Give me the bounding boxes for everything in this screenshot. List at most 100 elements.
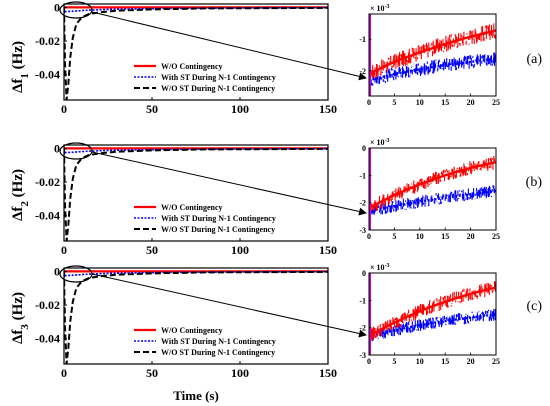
panel-a-ytick-label: -0.04: [35, 68, 60, 82]
panel-b-zoom-arrow: [91, 151, 367, 216]
inset-b-ytick-label: -3: [359, 226, 366, 235]
inset-a-xtick-label: 20: [467, 98, 475, 107]
inset-a-line-with-st: [369, 57, 496, 82]
panel-b-axes-frame: [63, 144, 329, 242]
panel-b-xtick-label: 100: [231, 243, 249, 257]
panel-b-line-wo-st: [64, 147, 328, 241]
inset-b-ytick-label: -1: [359, 171, 366, 180]
panel-a-xtick-label: 0: [61, 102, 67, 116]
inset-b-band-with-st: [369, 185, 496, 215]
x-axis-label: Time (s): [173, 388, 219, 403]
panel-c-label: (c): [526, 299, 542, 314]
panel-b-ytick-label: -0.04: [35, 209, 60, 223]
inset-a-xtick-label: 10: [416, 98, 424, 107]
inset-c-line-wo-contingency: [369, 286, 496, 337]
inset-b-xtick-label: 15: [441, 232, 449, 241]
panel-c-ytick-label: -0.02: [35, 298, 60, 312]
inset-a-ytick-label: -2: [359, 67, 366, 76]
inset-b-line-with-st: [369, 189, 496, 213]
inset-c-ytick-label: -2: [359, 324, 366, 333]
panel-b-xtick-label: 0: [61, 243, 67, 257]
panel-c-ylabel: Δf3 (Hz): [10, 292, 31, 344]
legend-label-with-st: With ST During N-1 Contingency: [161, 337, 276, 346]
panel-a-ylabel: Δf1 (Hz): [10, 41, 31, 93]
inset-c-xtick-label: 20: [467, 357, 475, 366]
panel-b-ytick-label: 0: [54, 141, 60, 155]
inset-a-ytick-label: -1: [359, 35, 366, 44]
panel-a-legend: W/O Contingency With ST During N-1 Contin…: [134, 62, 276, 93]
panel-c-inset: 0 5 10 15 20 25 0 -1 -2 -3 × 10-3: [359, 263, 500, 366]
panel-a-inset: 0 5 10 15 20 25 -1 -2 × 10-3: [359, 4, 500, 107]
inset-c-frame: [368, 272, 497, 356]
inset-a-xtick-label: 0: [367, 98, 371, 107]
panel-b-series: [64, 147, 328, 241]
legend-label-wo-st: W/O ST During N-1 Contingency: [161, 348, 275, 357]
inset-a-frame: [368, 13, 497, 97]
inset-c-line-with-st: [369, 313, 496, 338]
inset-b-frame: [368, 147, 497, 231]
panel-a-ytick-label: -0.02: [35, 34, 60, 48]
legend-label-wo-st: W/O ST During N-1 Contingency: [161, 225, 275, 234]
inset-b-multiplier: × 10-3: [370, 138, 390, 147]
panel-a-label: (a): [526, 52, 542, 67]
panel-c-series: [64, 270, 328, 364]
inset-b-line-wo-contingency: [369, 161, 496, 210]
panel-b-legend: W/O Contingency With ST During N-1 Contin…: [134, 203, 276, 234]
inset-c-xtick-label: 5: [392, 357, 396, 366]
panel-a-ytick-label: 0: [54, 0, 60, 14]
inset-c-ytick-label: -1: [359, 296, 366, 305]
inset-a-xtick-label: 5: [392, 98, 396, 107]
panel-c-ytick-label: -0.04: [35, 332, 60, 346]
inset-c-ytick-label: -3: [359, 351, 366, 360]
inset-c-ytick-label: 0: [362, 269, 366, 278]
legend-label-wo-contingency: W/O Contingency: [161, 326, 223, 335]
inset-b-ytick-label: -2: [359, 199, 366, 208]
inset-b-xtick-label: 5: [392, 232, 396, 241]
panel-c-xtick-label: 100: [231, 366, 249, 380]
panel-b-ylabel: Δf2 (Hz): [10, 169, 31, 221]
panel-a-axes-frame: [63, 3, 329, 101]
panel-b-xtick-label: 50: [146, 243, 158, 257]
panel-c-ytick-label: 0: [54, 264, 60, 278]
inset-c-xtick-label: 15: [441, 357, 449, 366]
inset-b-xtick-label: 25: [492, 232, 500, 241]
inset-a-line-wo-contingency: [369, 29, 496, 75]
panel-b-label: (b): [526, 175, 543, 190]
inset-c-xtick-label: 25: [492, 357, 500, 366]
inset-a-multiplier: × 10-3: [370, 4, 390, 13]
inset-c-xtick-label: 10: [416, 357, 424, 366]
panel-b-xtick-label: 150: [319, 243, 337, 257]
legend-label-with-st: With ST During N-1 Contingency: [161, 73, 276, 82]
panel-c-xtick-label: 50: [146, 366, 158, 380]
panel-c-zoom-arrow: [91, 273, 367, 338]
panel-c-legend: W/O Contingency With ST During N-1 Contin…: [134, 326, 276, 357]
panel-a-zoom-arrow: [91, 11, 367, 81]
panel-c-xtick-label: 0: [61, 366, 67, 380]
panel-c-line-wo-st: [64, 270, 328, 364]
legend-label-wo-contingency: W/O Contingency: [161, 62, 223, 71]
panel-a-line-wo-st: [64, 6, 328, 100]
panel-c-xtick-label: 150: [319, 366, 337, 380]
legend-label-wo-st: W/O ST During N-1 Contingency: [161, 84, 275, 93]
panel-a-xtick-label: 100: [231, 102, 249, 116]
inset-b-xtick-label: 20: [467, 232, 475, 241]
inset-a-xtick-label: 25: [492, 98, 500, 107]
legend-label-with-st: With ST During N-1 Contingency: [161, 214, 276, 223]
inset-c-xtick-label: 0: [367, 357, 371, 366]
panel-b-inset: 0 5 10 15 20 25 0 -1 -2 -3 × 10-3: [359, 138, 500, 241]
panel-a-series: [64, 6, 328, 100]
panel-a-xtick-label: 150: [319, 102, 337, 116]
panel-a-zoom-ellipse: [59, 1, 93, 19]
panel-c-axes-frame: [63, 267, 329, 365]
legend-label-wo-contingency: W/O Contingency: [161, 203, 223, 212]
panel-a-xtick-label: 50: [146, 102, 158, 116]
inset-b-xtick-label: 0: [367, 232, 371, 241]
inset-c-multiplier: × 10-3: [370, 263, 390, 272]
inset-b-xtick-label: 10: [416, 232, 424, 241]
inset-a-xtick-label: 15: [441, 98, 449, 107]
inset-b-ytick-label: 0: [362, 144, 366, 153]
panel-b-ytick-label: -0.02: [35, 175, 60, 189]
